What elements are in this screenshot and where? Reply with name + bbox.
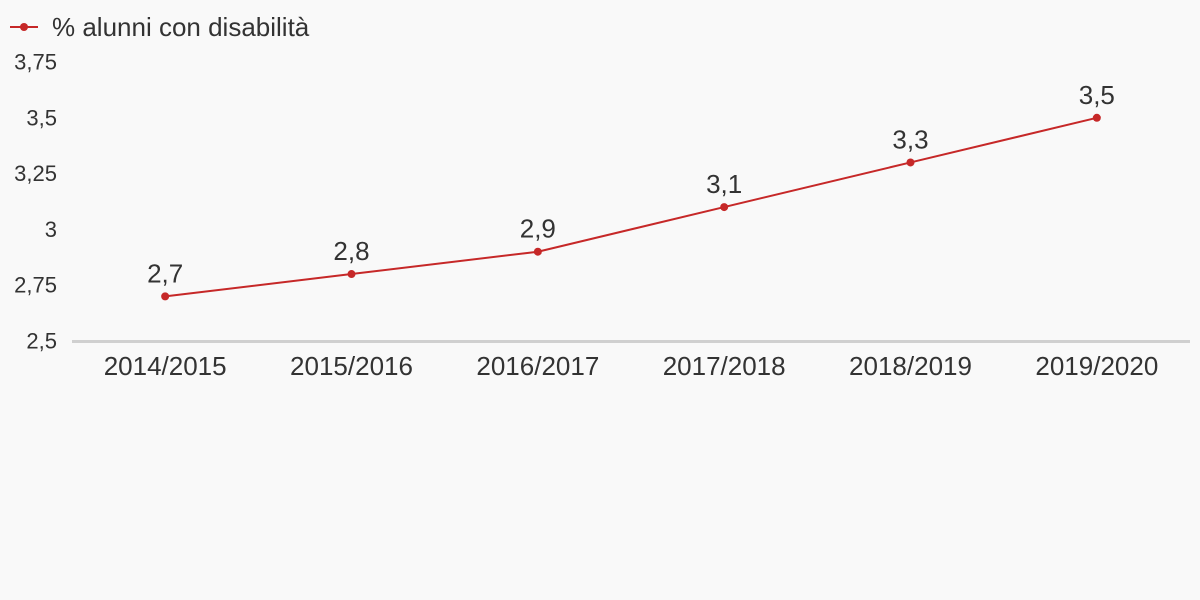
series-line	[165, 116, 1098, 298]
data-point	[1092, 113, 1101, 122]
data-label: 3,5	[1079, 80, 1115, 110]
x-tick-label: 2015/2016	[290, 351, 413, 381]
x-tick-label: 2016/2017	[476, 351, 599, 381]
y-tick-label: 3,5	[26, 105, 57, 130]
y-tick-label: 3	[45, 217, 57, 242]
data-point	[347, 270, 356, 279]
legend: % alunni con disabilità	[10, 11, 309, 43]
data-point	[906, 158, 915, 167]
y-tick-label: 3,25	[14, 161, 57, 186]
legend-label: % alunni con disabilità	[52, 12, 310, 42]
x-tick-label: 2018/2019	[849, 351, 972, 381]
data-label: 3,1	[706, 169, 742, 199]
y-tick-label: 2,5	[26, 329, 57, 354]
y-tick-label: 2,75	[14, 273, 57, 298]
data-point	[533, 247, 542, 256]
data-label: 3,3	[892, 124, 928, 154]
x-tick-label: 2017/2018	[663, 351, 786, 381]
x-tick-label: 2014/2015	[104, 351, 227, 381]
data-label: 2,8	[333, 236, 369, 266]
data-point	[720, 203, 729, 212]
data-label: 2,7	[147, 258, 183, 288]
legend-line-icon	[10, 23, 38, 31]
data-label: 2,9	[520, 214, 556, 244]
x-tick-label: 2019/2020	[1035, 351, 1158, 381]
data-point	[161, 292, 170, 301]
y-tick-label: 3,75	[14, 50, 57, 75]
